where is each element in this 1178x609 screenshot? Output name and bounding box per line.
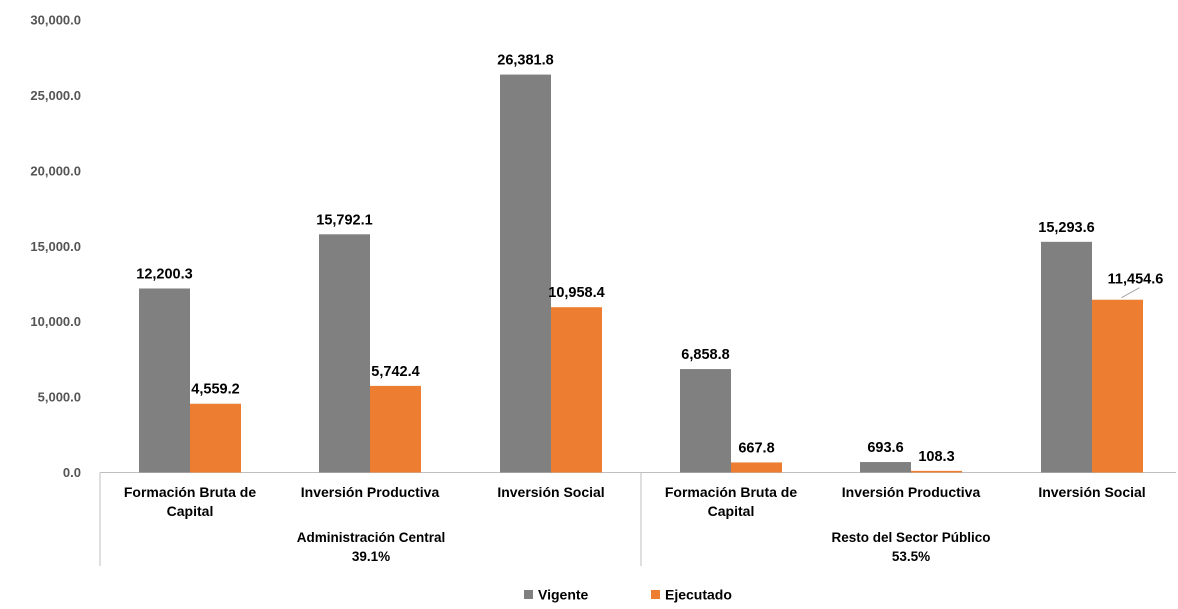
data-label: 108.3 xyxy=(918,449,954,465)
y-tick-label: 10,000.0 xyxy=(30,314,81,329)
data-label: 667.8 xyxy=(738,440,774,456)
category-label: Inversión Productiva xyxy=(301,484,440,500)
legend-swatch-ejecutado xyxy=(651,590,660,599)
bar-vigente xyxy=(319,234,370,473)
data-label: 10,958.4 xyxy=(548,285,604,301)
category-label: Inversión Social xyxy=(1038,484,1145,500)
bar-vigente xyxy=(680,369,731,473)
legend-label-ejecutado: Ejecutado xyxy=(665,587,732,603)
bar-vigente xyxy=(500,74,551,473)
category-label: Capital xyxy=(167,503,214,519)
group-label: Administración Central xyxy=(297,530,446,545)
data-label: 6,858.8 xyxy=(681,347,729,363)
bar-vigente xyxy=(139,288,190,473)
y-tick-label: 15,000.0 xyxy=(30,239,81,254)
category-label: Formación Bruta de xyxy=(665,484,797,500)
data-label: 26,381.8 xyxy=(497,53,553,69)
label-leader-line xyxy=(1121,287,1140,299)
bar-ejecutado xyxy=(370,385,421,473)
bar-ejecutado xyxy=(551,307,602,473)
data-label: 15,792.1 xyxy=(316,212,372,228)
y-tick-label: 0.0 xyxy=(63,465,81,480)
legend-swatch-vigente xyxy=(524,590,533,599)
y-tick-label: 5,000.0 xyxy=(38,390,81,405)
group-share-label: 39.1% xyxy=(352,549,390,564)
legend-label-vigente: Vigente xyxy=(538,587,589,603)
data-label: 693.6 xyxy=(867,440,903,456)
data-label: 11,454.6 xyxy=(1108,272,1164,288)
group-share-label: 53.5% xyxy=(892,549,930,564)
y-tick-label: 20,000.0 xyxy=(30,163,81,178)
y-tick-label: 25,000.0 xyxy=(30,88,81,103)
data-label: 5,742.4 xyxy=(371,364,419,380)
data-label: 4,559.2 xyxy=(191,382,239,398)
category-label: Inversión Productiva xyxy=(842,484,981,500)
bar-vigente xyxy=(860,462,911,473)
y-tick-label: 30,000.0 xyxy=(30,13,81,28)
bar-ejecutado xyxy=(911,470,962,473)
data-label: 15,293.6 xyxy=(1038,220,1094,236)
bar-ejecutado xyxy=(1092,299,1143,473)
bar-ejecutado xyxy=(190,403,241,473)
category-label: Inversión Social xyxy=(497,484,604,500)
group-label: Resto del Sector Público xyxy=(831,530,990,545)
category-label: Formación Bruta de xyxy=(124,484,256,500)
bar-ejecutado xyxy=(731,462,782,473)
data-label: 12,200.3 xyxy=(136,266,192,282)
bar-vigente xyxy=(1041,241,1092,473)
category-label: Capital xyxy=(708,503,755,519)
